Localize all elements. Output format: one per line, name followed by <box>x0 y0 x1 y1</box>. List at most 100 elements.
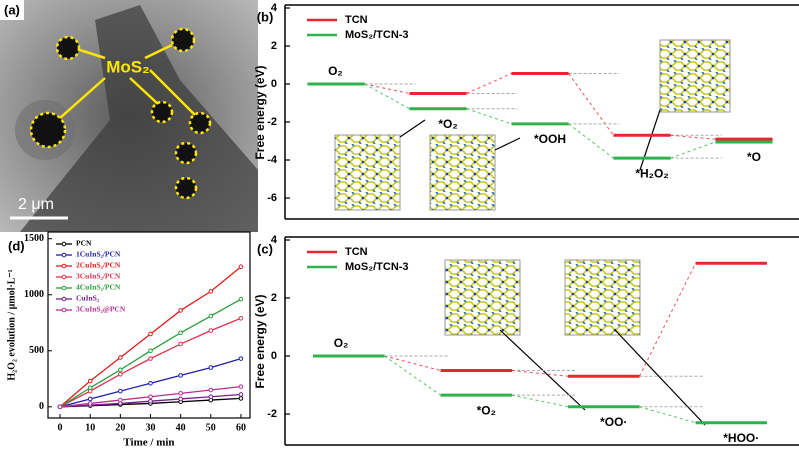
marker <box>178 330 183 336</box>
x-tick-label: 60 <box>236 422 246 433</box>
marker <box>148 348 153 354</box>
legend-label: 1CuInS₂/PCN <box>76 250 121 259</box>
state-label: O₂ <box>334 336 349 350</box>
state-label: *OOH <box>534 132 566 146</box>
panel-label: (c) <box>257 241 273 256</box>
marker <box>87 401 93 406</box>
marker <box>208 365 214 370</box>
y-axis-label: H₂O₂ evolution / μmol·L⁻¹ <box>6 269 17 380</box>
connector <box>466 108 512 125</box>
connector <box>466 73 512 94</box>
marker <box>238 356 244 361</box>
marker <box>148 356 153 361</box>
y-axis-label: Free energy (eV) <box>253 65 267 159</box>
marker <box>87 396 93 402</box>
legend-label: 4CuInS₂/PCN <box>76 283 121 292</box>
state-label: *HOO· <box>723 431 759 445</box>
y-tick-label: 0 <box>271 78 277 90</box>
marker <box>118 372 123 377</box>
legend-label: 3CuInS₂/PCN <box>76 272 121 281</box>
y-tick-label: -2 <box>267 116 277 128</box>
y-tick-label: 4 <box>271 234 278 246</box>
legend-marker <box>61 263 67 269</box>
y-tick-label: -4 <box>267 154 278 166</box>
marker <box>178 308 183 313</box>
legend-marker <box>61 241 67 247</box>
connector <box>568 123 614 159</box>
series-line <box>59 317 242 408</box>
connector <box>670 141 716 159</box>
y-tick-label: 500 <box>29 345 44 356</box>
legend-label: 3CuInS₂@PCN <box>76 305 126 314</box>
marker <box>87 378 93 384</box>
connector <box>670 134 716 140</box>
x-axis-label: Time / min <box>123 437 174 449</box>
connector <box>384 355 441 396</box>
y-tick-label: 1500 <box>24 233 44 244</box>
marker <box>148 394 153 400</box>
panel-label: (a) <box>4 2 20 17</box>
marker <box>148 331 153 337</box>
marker <box>87 385 93 391</box>
x-tick-label: 0 <box>58 422 63 433</box>
panel-label: (d) <box>8 238 25 253</box>
state-label: *O₂ <box>438 117 457 131</box>
marker <box>208 394 214 400</box>
legend-marker <box>61 274 67 280</box>
state-label: *O <box>747 150 761 164</box>
x-tick-label: 30 <box>146 422 156 433</box>
legend-label: MoS₂/TCN-3 <box>345 261 409 273</box>
legend-label: CuInS₂ <box>76 294 100 303</box>
y-tick-label: 1000 <box>24 289 44 300</box>
state-label: O₂ <box>328 64 343 78</box>
legend-marker <box>61 296 67 302</box>
legend-label: TCN <box>345 14 368 26</box>
x-tick-label: 40 <box>176 422 186 433</box>
marker <box>238 296 244 302</box>
x-tick-label: 10 <box>85 422 95 433</box>
legend-marker <box>61 252 67 258</box>
structures <box>334 39 731 336</box>
panel-label: (b) <box>257 9 274 24</box>
legend-marker <box>61 285 67 291</box>
y-tick-label: -2 <box>267 408 277 420</box>
marker <box>238 315 244 321</box>
connector <box>511 370 569 377</box>
x-tick-label: 50 <box>206 422 216 433</box>
marker <box>178 396 183 402</box>
connector <box>511 394 569 408</box>
connector <box>639 406 696 424</box>
state-label: *O₂ <box>477 403 496 417</box>
y-tick-label: 2 <box>271 292 277 304</box>
y-tick-label: -6 <box>267 192 277 204</box>
marker <box>118 397 123 403</box>
marker <box>118 355 123 360</box>
marker <box>238 264 244 270</box>
marker <box>208 387 214 393</box>
plot-frame <box>47 231 251 419</box>
legend-label: MoS₂/TCN-3 <box>345 29 409 41</box>
marker <box>238 396 244 401</box>
marker <box>208 289 214 294</box>
particle-body <box>20 5 258 232</box>
state-label: *H₂O₂ <box>635 166 668 180</box>
y-tick-label: 0 <box>39 401 44 412</box>
marker <box>57 404 63 410</box>
connector <box>568 73 614 136</box>
arrows <box>59 43 196 119</box>
marker <box>118 367 123 373</box>
connector <box>364 83 410 110</box>
connector <box>384 355 441 371</box>
marker <box>148 380 153 386</box>
annotation: MoS₂ <box>106 57 149 76</box>
legend-label: PCN <box>76 239 92 248</box>
y-tick-label: 0 <box>271 350 277 362</box>
scale-bar-label: 2 μm <box>18 196 54 213</box>
connector <box>639 262 696 377</box>
y-tick-label: 4 <box>271 2 278 14</box>
legend-label: 2CuInS₂/PCN <box>76 261 121 270</box>
panel-a: (a) MoS₂ 2 μm <box>0 0 258 232</box>
y-axis-label: Free energy (eV) <box>253 294 267 388</box>
marker <box>118 388 123 394</box>
